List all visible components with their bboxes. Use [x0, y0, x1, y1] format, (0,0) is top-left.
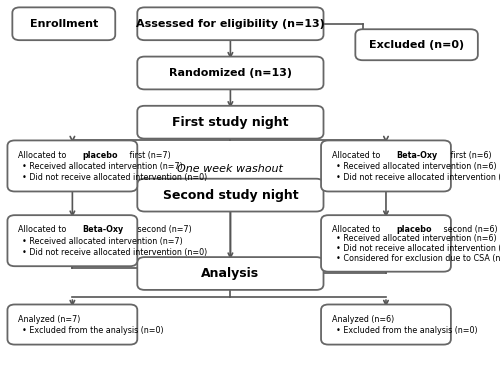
- Text: first (n=6): first (n=6): [448, 151, 492, 160]
- Text: • Did not receive allocated intervention (n=0): • Did not receive allocated intervention…: [22, 173, 208, 182]
- FancyBboxPatch shape: [8, 304, 138, 344]
- Text: Enrollment: Enrollment: [30, 19, 98, 29]
- Text: • Did not receive allocated intervention (n=0): • Did not receive allocated intervention…: [336, 173, 500, 182]
- Text: Assessed for eligibility (n=13): Assessed for eligibility (n=13): [136, 19, 325, 29]
- Text: Analysis: Analysis: [202, 267, 260, 280]
- Text: • Received allocated intervention (n=6): • Received allocated intervention (n=6): [336, 234, 496, 243]
- Text: Allocated to: Allocated to: [18, 151, 69, 160]
- Text: Analyzed (n=6): Analyzed (n=6): [332, 315, 394, 324]
- Text: • Received allocated intervention (n=7): • Received allocated intervention (n=7): [22, 162, 183, 171]
- Text: • Excluded from the analysis (n=0): • Excluded from the analysis (n=0): [22, 326, 164, 335]
- FancyBboxPatch shape: [321, 141, 451, 192]
- Text: second (n=7): second (n=7): [134, 225, 192, 234]
- FancyBboxPatch shape: [12, 7, 115, 40]
- Text: Allocated to: Allocated to: [332, 151, 382, 160]
- FancyBboxPatch shape: [321, 215, 451, 272]
- FancyBboxPatch shape: [138, 57, 324, 89]
- FancyBboxPatch shape: [8, 141, 138, 192]
- Text: Beta-Oxy: Beta-Oxy: [82, 225, 124, 234]
- Text: • Did not receive allocated intervention (n=0): • Did not receive allocated intervention…: [336, 244, 500, 253]
- Text: second (n=6): second (n=6): [441, 225, 498, 234]
- Text: • Excluded from the analysis (n=0): • Excluded from the analysis (n=0): [336, 326, 478, 335]
- Text: Excluded (n=0): Excluded (n=0): [369, 40, 464, 50]
- FancyBboxPatch shape: [138, 257, 324, 290]
- Text: • Considered for exclusion due to CSA (n=1): • Considered for exclusion due to CSA (n…: [336, 254, 500, 263]
- Text: first (n=7): first (n=7): [128, 151, 171, 160]
- Text: One week washout: One week washout: [178, 164, 284, 173]
- FancyBboxPatch shape: [138, 7, 324, 40]
- Text: • Received allocated intervention (n=7): • Received allocated intervention (n=7): [22, 237, 183, 246]
- FancyBboxPatch shape: [8, 215, 138, 266]
- FancyBboxPatch shape: [321, 304, 451, 344]
- Text: • Did not receive allocated intervention (n=0): • Did not receive allocated intervention…: [22, 248, 208, 257]
- Text: placebo: placebo: [396, 225, 432, 234]
- Text: Randomized (n=13): Randomized (n=13): [169, 68, 292, 78]
- Text: • Received allocated intervention (n=6): • Received allocated intervention (n=6): [336, 162, 496, 171]
- Text: Analyzed (n=7): Analyzed (n=7): [18, 315, 80, 324]
- Text: Beta-Oxy: Beta-Oxy: [396, 151, 438, 160]
- Text: placebo: placebo: [82, 151, 118, 160]
- Text: Second study night: Second study night: [162, 189, 298, 202]
- Text: First study night: First study night: [172, 116, 288, 129]
- Text: Allocated to: Allocated to: [332, 225, 382, 234]
- Text: Allocated to: Allocated to: [18, 225, 69, 234]
- FancyBboxPatch shape: [138, 179, 324, 212]
- FancyBboxPatch shape: [138, 106, 324, 139]
- FancyBboxPatch shape: [356, 29, 478, 60]
